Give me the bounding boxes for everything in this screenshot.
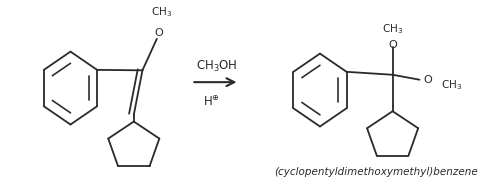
Text: CH$_3$: CH$_3$ xyxy=(441,78,462,92)
Text: O: O xyxy=(388,40,397,50)
Text: CH$_3$: CH$_3$ xyxy=(382,23,403,36)
Text: O: O xyxy=(423,75,432,85)
Text: CH$_3$: CH$_3$ xyxy=(151,5,172,19)
Text: O: O xyxy=(154,28,163,38)
Text: (cyclopentyldimethoxymethyl)benzene: (cyclopentyldimethoxymethyl)benzene xyxy=(274,167,478,177)
Text: CH$_3$OH: CH$_3$OH xyxy=(197,59,238,74)
Text: H$^{\oplus}$: H$^{\oplus}$ xyxy=(203,95,220,109)
